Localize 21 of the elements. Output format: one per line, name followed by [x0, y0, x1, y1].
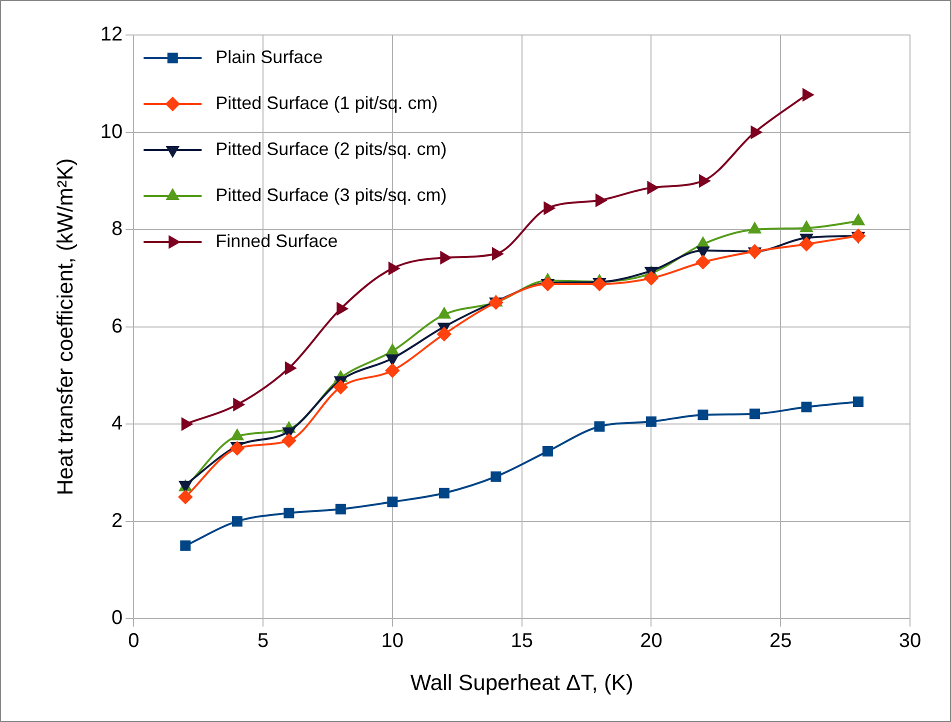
y-tick-label: 4 [112, 412, 123, 435]
x-tick-label: 10 [381, 630, 404, 652]
x-tick-label: 30 [898, 630, 922, 652]
x-tick-label: 15 [510, 630, 533, 652]
x-tick-label: 5 [257, 630, 269, 652]
y-axis-title: Heat transfer coefficient, (kW/m²K) [52, 158, 78, 496]
y-tick-label: 0 [112, 607, 123, 630]
y-tick-label: 10 [100, 120, 123, 143]
y-tick-label: 2 [112, 510, 123, 532]
y-tick-label: 12 [100, 24, 123, 46]
x-tick-label: 0 [128, 630, 140, 652]
legend-label: Finned Surface [216, 230, 338, 251]
x-tick-label: 25 [769, 630, 792, 652]
legend-label: Plain Surface [216, 46, 323, 67]
y-tick-label: 6 [112, 315, 123, 338]
x-axis-title: Wall Superheat ΔT, (K) [410, 670, 634, 695]
legend-label: Pitted Surface (3 pits/sq. cm) [216, 184, 447, 205]
legend-label: Pitted Surface (1 pit/sq. cm) [216, 92, 438, 113]
x-tick-label: 20 [640, 630, 662, 652]
y-tick-label: 8 [112, 218, 123, 240]
legend-label: Pitted Surface (2 pits/sq. cm) [216, 138, 447, 159]
